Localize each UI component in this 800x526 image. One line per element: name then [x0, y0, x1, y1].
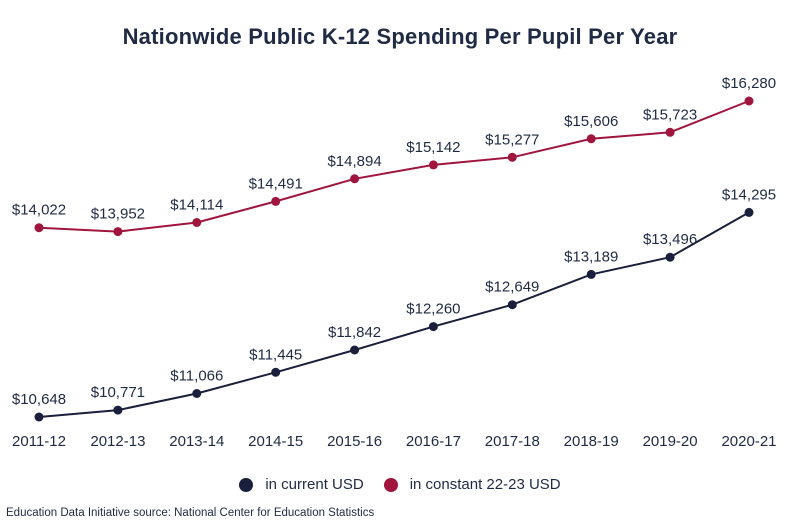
data-label-current-usd: $10,648 — [12, 391, 66, 408]
legend-item-constant-usd[interactable]: in constant 22-23 USD — [383, 476, 561, 493]
legend: in current USD in constant 22-23 USD — [0, 476, 800, 493]
data-point-constant-usd[interactable] — [428, 160, 438, 170]
data-label-constant-usd: $15,277 — [485, 131, 539, 148]
data-label-current-usd: $13,496 — [643, 231, 697, 248]
data-point-current-usd[interactable] — [192, 389, 202, 398]
data-point-constant-usd[interactable] — [507, 152, 517, 162]
data-label-constant-usd: $15,142 — [406, 139, 460, 156]
x-tick-label: 2020-21 — [721, 433, 776, 450]
x-tick-label: 2011-12 — [12, 433, 66, 450]
data-point-current-usd[interactable] — [744, 207, 754, 217]
data-point-current-usd[interactable] — [507, 300, 517, 310]
data-label-current-usd: $13,189 — [564, 248, 618, 265]
x-tick-label: 2013-14 — [169, 433, 224, 450]
source-note: Education Data Initiative source: Nation… — [6, 507, 375, 519]
data-label-current-usd: $11,445 — [249, 346, 302, 363]
data-point-constant-usd[interactable] — [665, 127, 675, 137]
data-label-constant-usd: $14,491 — [249, 175, 303, 192]
legend-dot-current-usd — [239, 477, 254, 492]
data-label-constant-usd: $14,894 — [327, 153, 381, 170]
data-point-constant-usd[interactable] — [192, 218, 202, 227]
data-point-constant-usd[interactable] — [34, 223, 44, 233]
chart-title: Nationwide Public K-12 Spending Per Pupi… — [122, 24, 678, 49]
data-point-current-usd[interactable] — [428, 322, 438, 332]
data-point-constant-usd[interactable] — [744, 96, 754, 106]
data-label-current-usd: $11,066 — [170, 368, 223, 385]
data-point-current-usd[interactable] — [113, 405, 123, 415]
data-point-current-usd[interactable] — [34, 412, 44, 422]
data-label-current-usd: $11,842 — [328, 324, 381, 341]
data-point-constant-usd[interactable] — [271, 196, 281, 206]
data-point-current-usd[interactable] — [665, 252, 675, 262]
x-tick-label: 2012-13 — [90, 433, 145, 450]
data-point-constant-usd[interactable] — [113, 227, 123, 237]
legend-dot-constant-usd — [383, 477, 398, 492]
data-label-current-usd: $12,649 — [485, 279, 539, 296]
x-tick-label: 2016-17 — [406, 433, 461, 450]
data-label-constant-usd: $14,114 — [170, 197, 223, 214]
series-line-current-usd — [38, 211, 750, 418]
x-tick-label: 2018-19 — [564, 433, 619, 450]
data-label-current-usd: $10,771 — [91, 384, 145, 401]
data-point-current-usd[interactable] — [586, 269, 596, 279]
legend-label-constant-usd: in constant 22-23 USD — [409, 476, 561, 493]
series-line-constant-usd — [38, 100, 750, 233]
x-tick-label: 2017-18 — [485, 433, 540, 450]
data-label-constant-usd: $15,606 — [564, 113, 618, 130]
data-label-constant-usd: $13,952 — [91, 206, 145, 223]
data-label-current-usd: $12,260 — [406, 301, 460, 318]
data-label-current-usd: $14,295 — [722, 186, 776, 203]
x-tick-label: 2019-20 — [643, 433, 698, 450]
data-label-constant-usd: $15,723 — [643, 106, 697, 123]
legend-item-current-usd[interactable]: in current USD — [239, 476, 364, 493]
legend-label-current-usd: in current USD — [265, 476, 364, 493]
data-label-constant-usd: $14,022 — [12, 202, 66, 219]
data-point-constant-usd[interactable] — [350, 174, 360, 184]
data-label-constant-usd: $16,280 — [722, 75, 776, 92]
x-tick-label: 2015-16 — [327, 433, 382, 450]
data-point-current-usd[interactable] — [271, 367, 281, 377]
data-point-current-usd[interactable] — [350, 345, 360, 355]
data-point-constant-usd[interactable] — [586, 134, 596, 144]
x-tick-label: 2014-15 — [248, 433, 303, 450]
